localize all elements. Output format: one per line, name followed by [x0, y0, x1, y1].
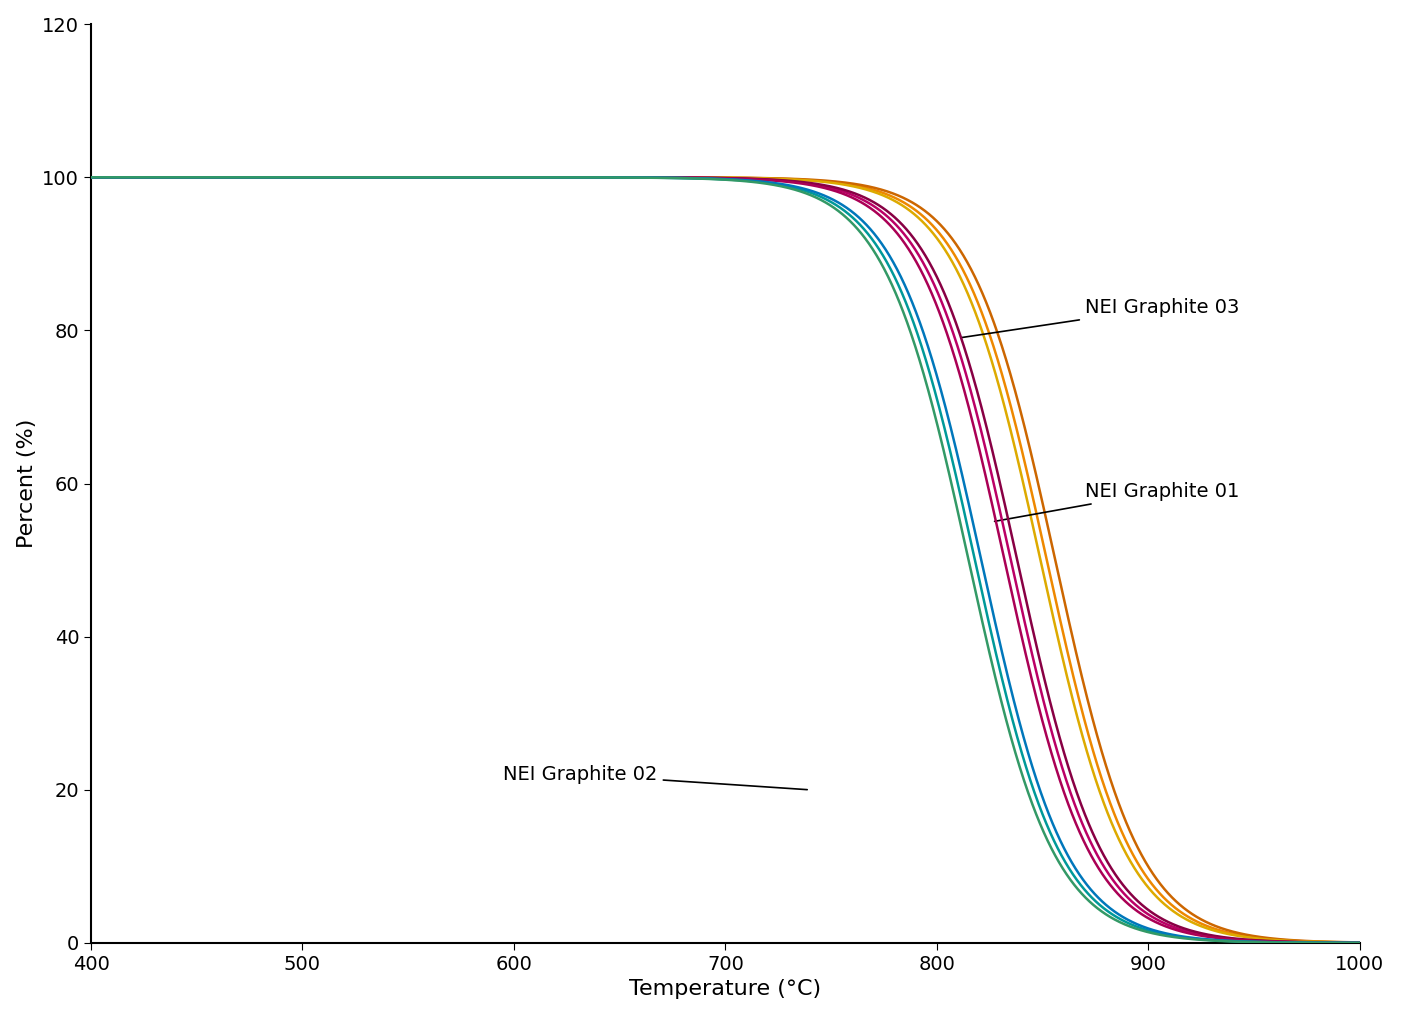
Text: NEI Graphite 03: NEI Graphite 03	[961, 298, 1240, 337]
Y-axis label: Percent (%): Percent (%)	[17, 419, 36, 549]
Text: NEI Graphite 01: NEI Graphite 01	[995, 482, 1240, 521]
X-axis label: Temperature (°C): Temperature (°C)	[629, 979, 821, 1000]
Text: NEI Graphite 02: NEI Graphite 02	[503, 765, 807, 789]
